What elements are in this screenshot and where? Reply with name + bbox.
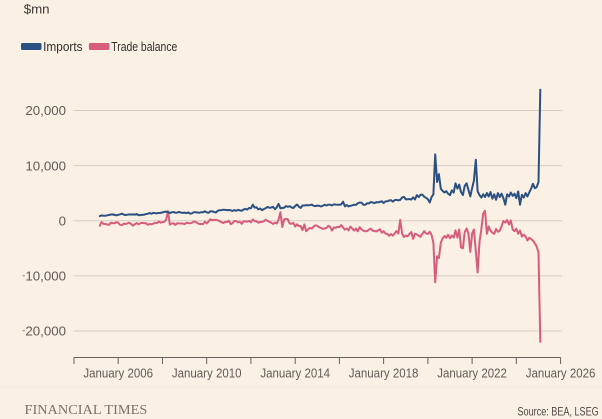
svg-text:January 2018: January 2018 xyxy=(349,365,419,380)
svg-text:January 2022: January 2022 xyxy=(437,365,507,380)
svg-text:$mn: $mn xyxy=(24,1,50,16)
svg-text:January 2006: January 2006 xyxy=(83,365,153,380)
svg-text:FINANCIAL TIMES: FINANCIAL TIMES xyxy=(25,403,148,418)
svg-text:Trade balance: Trade balance xyxy=(111,39,177,54)
svg-text:Source: BEA, LSEG: Source: BEA, LSEG xyxy=(518,406,599,418)
svg-text:January 2014: January 2014 xyxy=(260,365,330,380)
svg-text:Imports: Imports xyxy=(43,39,83,54)
svg-text:10,000: 10,000 xyxy=(25,158,66,173)
svg-text:0: 0 xyxy=(59,213,66,228)
svg-text:-20,000: -20,000 xyxy=(22,324,66,339)
svg-text:-10,000: -10,000 xyxy=(22,269,66,284)
svg-text:20,000: 20,000 xyxy=(25,103,66,118)
svg-text:January 2010: January 2010 xyxy=(172,365,242,380)
svg-text:January 2026: January 2026 xyxy=(526,365,596,380)
